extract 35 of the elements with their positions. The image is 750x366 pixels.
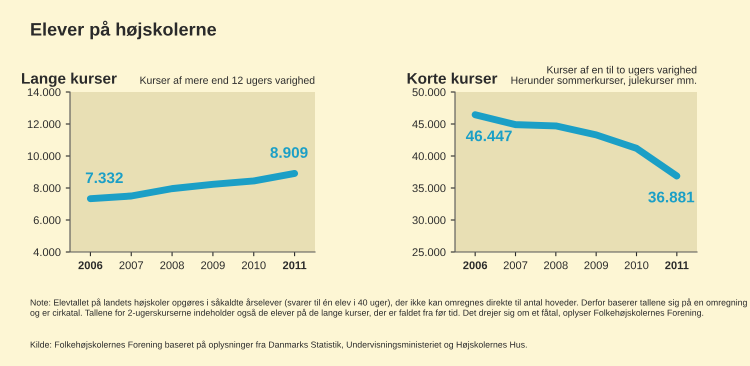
x-tick-label: 2011 bbox=[282, 261, 306, 270]
y-tick-label: 8.000 bbox=[34, 184, 61, 192]
y-tick-label: 40.000 bbox=[412, 152, 446, 160]
x-tick-label: 2010 bbox=[624, 261, 648, 270]
y-tick-label: 50.000 bbox=[412, 88, 446, 96]
y-tick-label: 4.000 bbox=[33, 248, 61, 256]
chart-title: Korte kurser bbox=[408, 72, 498, 84]
x-tick-label: 2006 bbox=[463, 261, 488, 270]
y-tick-label: 25.000 bbox=[412, 248, 446, 256]
x-tick-label: 2007 bbox=[504, 261, 528, 270]
chart-subtitle: Kurser af en til to ugers varighed Herunder sommerkurser, julekurser mm. bbox=[511, 66, 696, 86]
x-tick-label: 2011 bbox=[665, 261, 689, 270]
x-tick-label: 2007 bbox=[119, 261, 144, 270]
x-tick-label: 2009 bbox=[201, 261, 225, 270]
data-label: 7.332 bbox=[86, 172, 123, 184]
data-label: 8.909 bbox=[270, 147, 308, 158]
y-tick-label: 30.000 bbox=[412, 216, 446, 224]
x-tick-label: 2009 bbox=[584, 261, 608, 270]
y-tick-label: 14.000 bbox=[28, 88, 61, 96]
text: Note: Elevtallet på landets højskoler opgøres i såkaldte årselever (svarer til én elev i 40 uger), der ikke kan omregnes direkte til antal hoveder. Derfor baserer tallene sig på en omregning og er cirkatal. Tallene for 2-ugerskurserne indeholder også de elever på de lange kurser, der er faldet fra før tid. Det drejer sig om et fåtal, oplyser Folkehøjskolernes Forening. bbox=[30, 298, 747, 318]
y-tick-label: 6.000 bbox=[34, 216, 61, 224]
chart-title: Lange kurser bbox=[22, 72, 117, 87]
x-tick-label: 2008 bbox=[544, 261, 568, 270]
x-tick-label: 2010 bbox=[242, 261, 266, 270]
data-label: 46.447 bbox=[466, 130, 512, 142]
text: Kilde: Folkehøjskolernes Forening baseret på oplysninger fra Danmarks Statistik, Undervisningsministeriet og Højskolernes Hus. bbox=[30, 340, 527, 350]
chart-subtitle: Kurser af mere end 12 ugers varighed bbox=[140, 76, 314, 86]
y-tick-label: 45.000 bbox=[412, 120, 446, 128]
y-tick-label: 12.000 bbox=[28, 120, 61, 128]
y-tick-label: 35.000 bbox=[412, 184, 446, 192]
text: Elever på højskolerne bbox=[31, 20, 216, 40]
y-tick-label: 10.000 bbox=[28, 152, 61, 160]
x-tick-label: 2008 bbox=[160, 261, 184, 270]
data-label: 36.881 bbox=[648, 192, 694, 202]
x-tick-label: 2006 bbox=[78, 261, 102, 270]
